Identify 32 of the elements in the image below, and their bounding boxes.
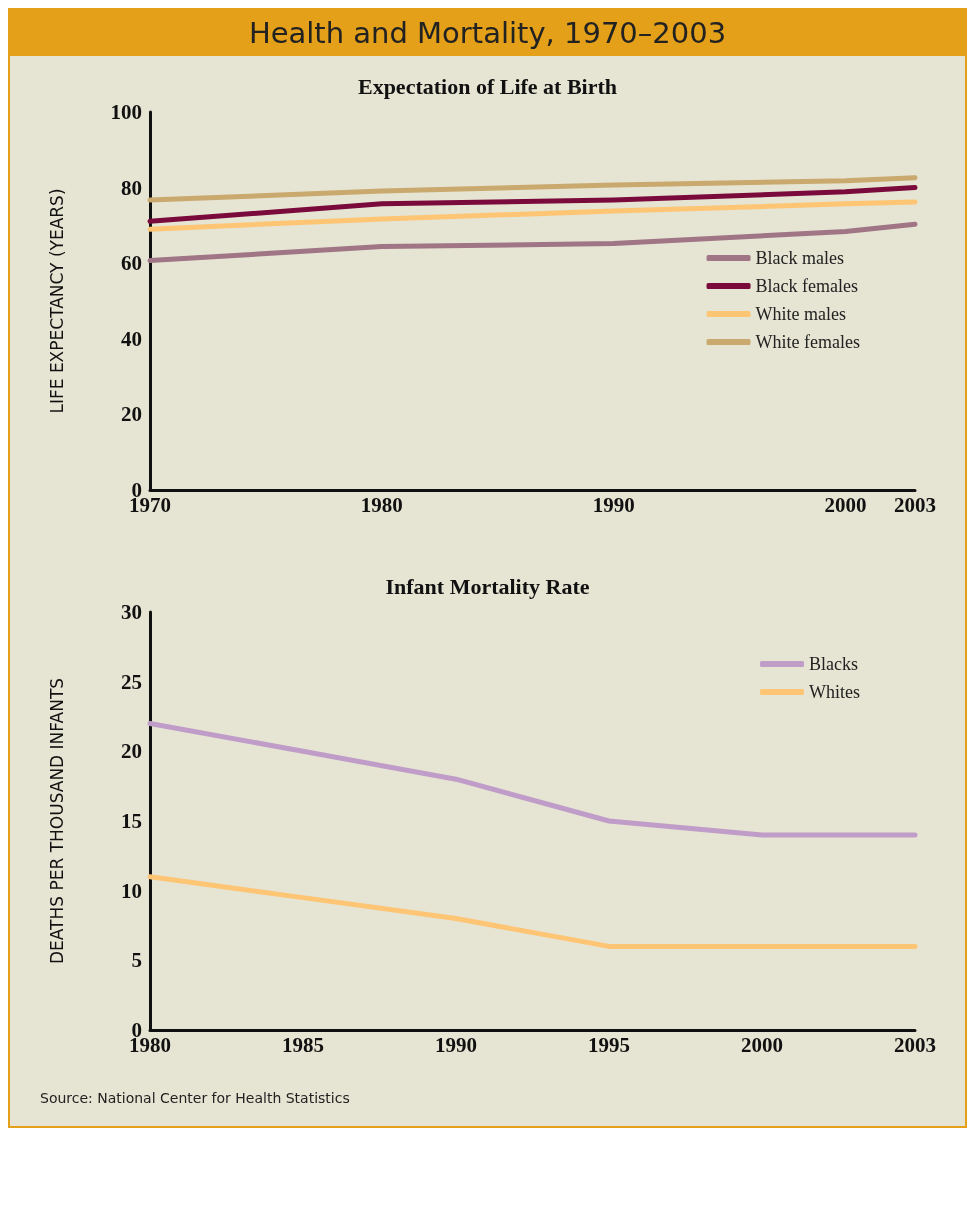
y-tick-label: 30	[121, 600, 142, 624]
x-tick-label: 2003	[894, 1032, 936, 1057]
legend-label: Black females	[755, 276, 859, 296]
legend-label: White females	[755, 332, 860, 352]
y-tick-label: 20	[121, 402, 142, 427]
legend-label: Black males	[755, 248, 845, 268]
y-tick-label: 20	[121, 739, 142, 764]
legend-label: Blacks	[809, 654, 859, 674]
chart-title: Infant Mortality Rate	[385, 573, 590, 599]
y-tick-label: 15	[121, 809, 142, 833]
y-tick-label: 60	[121, 251, 142, 276]
x-tick-label: 2003	[894, 492, 936, 517]
x-tick-label: 1980	[360, 492, 403, 517]
x-tick-label: 1990	[435, 1032, 477, 1057]
y-tick-label: 40	[121, 326, 142, 351]
y-tick-label: 80	[121, 175, 142, 200]
x-tick-label: 1995	[588, 1032, 630, 1057]
chart-title: Expectation of Life at Birth	[357, 73, 618, 99]
y-axis-title: LIFE EXPECTANCY (YEARS)	[46, 188, 67, 414]
text: Health and Mortality, 1970–2003	[10, 10, 965, 56]
x-tick-label: 1985	[282, 1032, 324, 1057]
legend-label: White males	[755, 304, 847, 324]
legend-label: Whites	[809, 682, 861, 702]
x-tick-label: 2000	[741, 1032, 783, 1057]
y-tick-label: 100	[110, 100, 142, 124]
y-tick-label: 25	[121, 669, 142, 694]
y-tick-label: 5	[131, 948, 142, 973]
x-tick-label: 1990	[592, 492, 635, 517]
source-note: Source: National Center for Health Statistics	[39, 1089, 351, 1108]
y-axis-title: DEATHS PER THOUSAND INFANTS	[46, 677, 67, 965]
x-tick-label: 2000	[824, 492, 867, 517]
y-tick-label: 10	[121, 878, 142, 903]
